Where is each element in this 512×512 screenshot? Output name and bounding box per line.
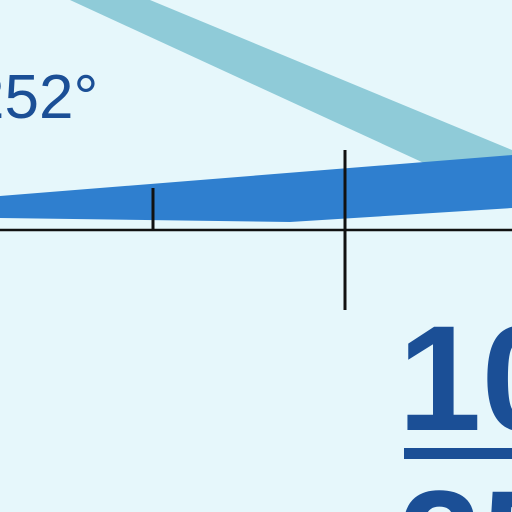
light-route-band [70, 0, 512, 175]
dark-route-band [0, 155, 512, 222]
altitude-bottom: 25 [398, 459, 512, 512]
altitude-divider [404, 448, 512, 459]
altitude-top: 10 [398, 294, 512, 462]
course-label: 252° [0, 63, 98, 132]
